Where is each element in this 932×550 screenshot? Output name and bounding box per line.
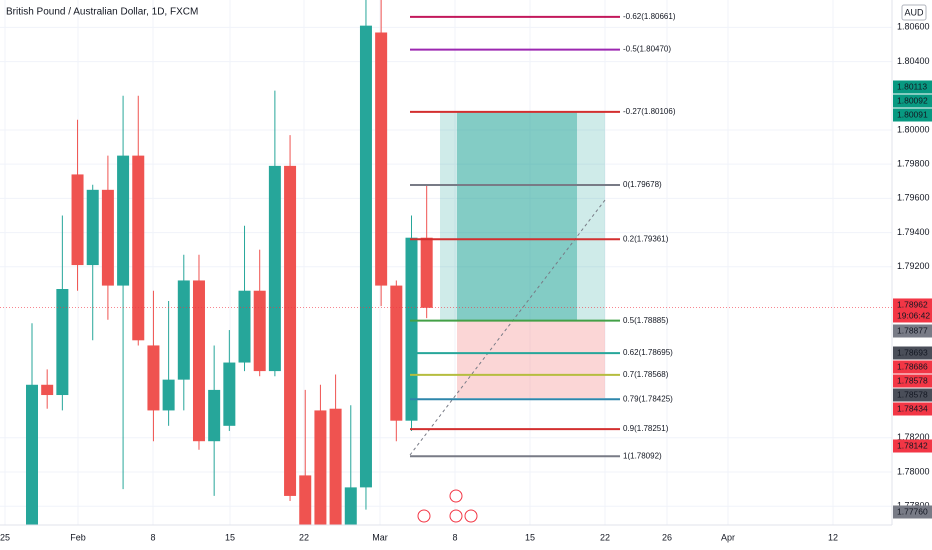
y-tick-label: 1.80000 — [897, 124, 930, 134]
candle-body — [299, 475, 312, 525]
y-tick-label: 1.79400 — [897, 227, 930, 237]
y-tick-label: 1.79800 — [897, 159, 930, 169]
candle-body — [41, 384, 54, 396]
x-tick-label: 26 — [662, 532, 672, 542]
price-badge — [893, 108, 932, 122]
price-badge — [893, 360, 932, 374]
fib-label: -0.62(1.80661) — [623, 12, 676, 21]
currency-box[interactable] — [901, 4, 927, 21]
price-badge — [893, 388, 932, 402]
candle-body — [314, 410, 327, 525]
position-tool — [409, 111, 606, 456]
price-badge-label: 1.78434 — [897, 403, 928, 413]
candle-body — [177, 280, 190, 380]
candle-body — [132, 155, 145, 341]
x-tick-label: 22 — [299, 532, 309, 542]
countdown: 19:06:42 — [897, 311, 930, 321]
candle-body — [405, 237, 418, 421]
profit-zone-inner — [457, 111, 577, 321]
candle-body — [56, 289, 69, 396]
price-badge-label: 1.78578 — [897, 389, 928, 399]
fib-label: 0.2(1.79361) — [623, 234, 669, 243]
fib-label: 0.9(1.78251) — [623, 424, 669, 433]
candle-body — [117, 155, 130, 286]
chart-title: British Pound / Australian Dollar, 1D, F… — [6, 7, 198, 18]
fib-label: 0(1.79678) — [623, 180, 662, 189]
price-badge — [893, 439, 932, 453]
price-badge — [893, 346, 932, 360]
price-badge-label: 1.78877 — [897, 325, 928, 335]
candle-body — [26, 384, 38, 525]
loss-zone — [457, 320, 605, 398]
candle-body — [420, 237, 433, 308]
price-badge — [893, 402, 932, 416]
fib-label: -0.5(1.80470) — [623, 45, 671, 54]
price-badge-label: 1.80113 — [897, 81, 927, 91]
price-badge — [893, 94, 932, 108]
price-badge — [893, 374, 932, 388]
price-badge-label: 1.78693 — [897, 347, 928, 357]
grid — [0, 0, 892, 525]
candle-body — [147, 345, 160, 411]
candle-body — [268, 165, 281, 372]
x-tick-label: Apr — [721, 532, 735, 542]
candle-body — [375, 32, 388, 286]
y-tick-label: 1.79200 — [897, 261, 930, 271]
price-badge-label: 1.78578 — [897, 375, 928, 385]
fib-label: 0.7(1.78568) — [623, 370, 669, 379]
currency[interactable]: AUD — [904, 7, 924, 17]
profit-zone — [440, 111, 605, 321]
candle-body — [344, 487, 357, 525]
x-tick-label: 8 — [150, 532, 155, 542]
candle-body — [86, 189, 99, 266]
price-badge — [893, 505, 932, 519]
events — [417, 489, 478, 523]
x-tick-label: 22 — [600, 532, 610, 542]
x-tick-label: 12 — [828, 532, 838, 542]
candle-body — [238, 290, 251, 363]
price-badge-label: 1.80091 — [897, 109, 928, 119]
candle-body — [71, 174, 84, 266]
y-tick-label: 1.78200 — [897, 432, 930, 442]
price-badge — [893, 324, 932, 338]
candle-body — [162, 379, 175, 411]
fib-label: 0.62(1.78695) — [623, 348, 673, 357]
fib-label: -0.27(1.80106) — [623, 107, 676, 116]
y-tick-label: 1.80600 — [897, 22, 930, 32]
candle-body — [192, 280, 205, 442]
x-tick-label: 15 — [525, 532, 535, 542]
y-tick-label: 1.79600 — [897, 193, 930, 203]
price-label: 1.78962 — [897, 300, 928, 310]
y-tick-label: 1.78000 — [897, 466, 930, 476]
fib-levels: -0.62(1.80661) -0.5(1.80470) -0.27(1.80106… — [410, 12, 676, 460]
x-tick-label: 25 — [0, 532, 10, 542]
candle-body — [390, 285, 403, 421]
fib-label: 1(1.78092) — [623, 451, 662, 460]
x-tick-label: 15 — [225, 532, 235, 542]
x-tick-label: Feb — [70, 532, 86, 542]
price-badge-label: 1.78142 — [897, 440, 928, 450]
price-badge-label: 1.78686 — [897, 361, 928, 371]
fib-label: 0.5(1.78885) — [623, 316, 669, 325]
price-badge — [893, 80, 932, 94]
y-tick-label: 1.80400 — [897, 56, 930, 66]
x-tick-label: 8 — [452, 532, 457, 542]
candle-body — [359, 25, 372, 488]
candle-body — [253, 290, 266, 372]
candle-body — [284, 165, 297, 496]
x-tick-label: Mar — [372, 532, 388, 542]
fib-label: 0.79(1.78425) — [623, 394, 673, 403]
candle-body — [329, 408, 342, 525]
price-badge-label: 1.80092 — [897, 95, 928, 105]
candle-body — [223, 362, 236, 426]
candle-body — [101, 189, 114, 286]
candles — [26, 0, 433, 525]
price-badge — [893, 298, 932, 323]
price-badge-label: 1.77760 — [897, 506, 928, 516]
candle-body — [208, 389, 221, 442]
